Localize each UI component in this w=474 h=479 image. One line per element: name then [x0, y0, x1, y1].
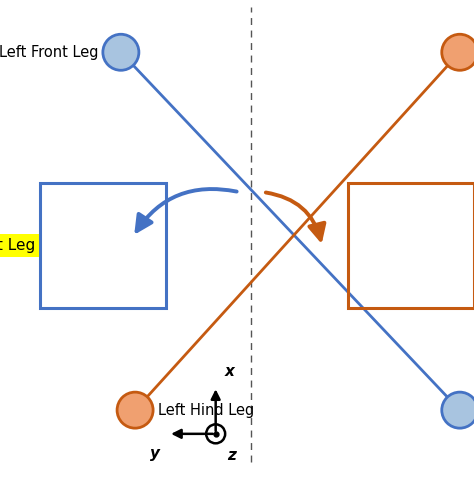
- Circle shape: [206, 424, 225, 444]
- Text: Left Front Leg: Left Front Leg: [0, 45, 98, 60]
- Circle shape: [442, 392, 474, 428]
- Circle shape: [117, 392, 153, 428]
- Text: Left Leg: Left Leg: [0, 238, 36, 253]
- Text: x: x: [224, 365, 234, 379]
- Bar: [40, 182, 166, 308]
- Text: Left Hind Leg: Left Hind Leg: [158, 403, 254, 418]
- Circle shape: [442, 34, 474, 70]
- Text: y: y: [150, 445, 160, 461]
- Text: z: z: [228, 448, 237, 463]
- Circle shape: [103, 34, 139, 70]
- Bar: [348, 182, 474, 308]
